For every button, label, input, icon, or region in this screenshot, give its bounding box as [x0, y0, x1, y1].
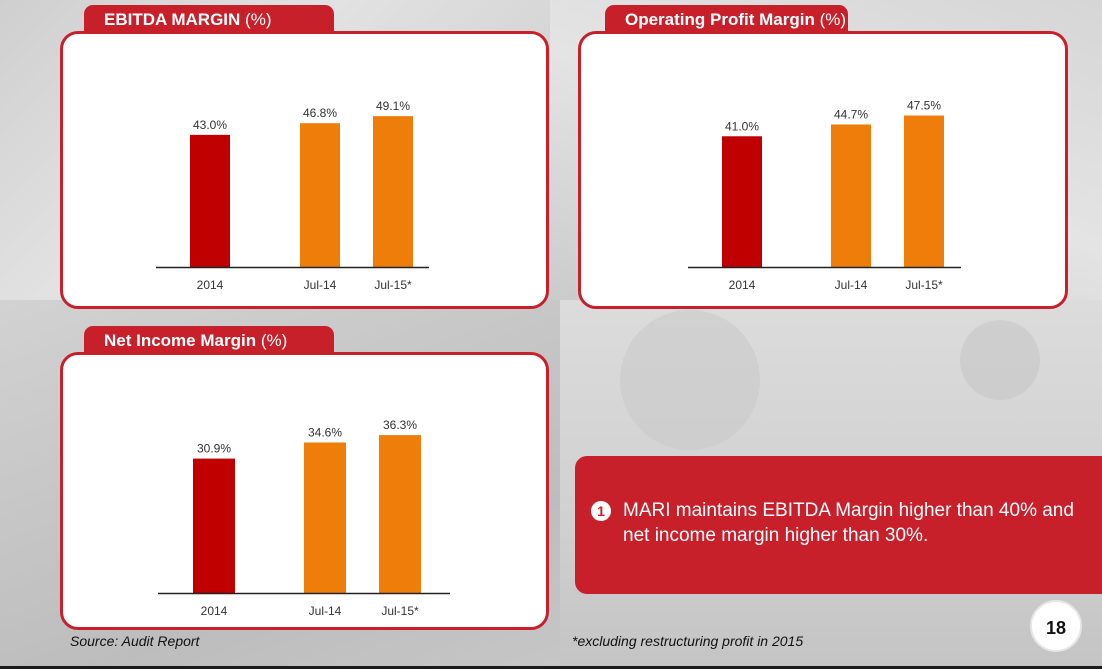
- ebitda-margin-category-label-1: Jul-14: [304, 278, 337, 292]
- net-income-margin-title-tab: Net Income Margin (%): [84, 326, 334, 356]
- ebitda-margin-chart-panel: 43.0% 2014 46.8% Jul-14 49.1% Jul-15*: [60, 31, 549, 309]
- ebitda-margin-value-label-1: 46.8%: [303, 106, 337, 120]
- ebitda-margin-bar-2: [373, 116, 413, 267]
- net-income-margin-title: Net Income Margin: [104, 331, 257, 350]
- operating-profit-margin-value-label-1: 44.7%: [834, 107, 868, 121]
- net-income-margin-unit: (%): [260, 331, 288, 350]
- operating-profit-margin-category-label-1: Jul-14: [835, 278, 868, 292]
- key-insight-callout: 1 MARI maintains EBITDA Margin higher th…: [575, 456, 1102, 594]
- ebitda-margin-category-label-2: Jul-15*: [374, 278, 412, 292]
- operating-profit-margin-value-label-2: 47.5%: [907, 99, 941, 113]
- operating-profit-margin-title-tab: Operating Profit Margin (%): [605, 5, 848, 35]
- page-number-badge: 18: [1030, 600, 1082, 652]
- ebitda-margin-title-tab: EBITDA MARGIN (%): [84, 5, 334, 35]
- ebitda-margin-bar-0: [190, 134, 230, 267]
- net-income-margin-bar-2: [379, 435, 421, 593]
- operating-profit-margin-bar-0: [722, 136, 762, 267]
- operating-profit-margin-category-label-0: 2014: [729, 278, 756, 292]
- operating-profit-margin-value-label-0: 41.0%: [725, 119, 759, 133]
- callout-number-badge: 1: [591, 501, 611, 521]
- operating-profit-margin-bar-1: [831, 124, 871, 267]
- operating-profit-margin-chart-panel: 41.0% 2014 44.7% Jul-14 47.5% Jul-15*: [578, 31, 1068, 309]
- net-income-margin-value-label-1: 34.6%: [308, 425, 342, 439]
- net-income-margin-chart-panel: 30.9% 2014 34.6% Jul-14 36.3% Jul-15*: [60, 352, 549, 630]
- net-income-margin-value-label-2: 36.3%: [383, 418, 417, 432]
- ebitda-margin-value-label-0: 43.0%: [193, 118, 227, 132]
- ebitda-margin-chart: 43.0% 2014 46.8% Jul-14 49.1% Jul-15*: [156, 99, 429, 292]
- ebitda-margin-category-label-0: 2014: [197, 278, 224, 292]
- net-income-margin-bar-1: [304, 442, 346, 593]
- ebitda-margin-title: EBITDA MARGIN: [104, 10, 241, 29]
- net-income-margin-category-label-0: 2014: [201, 604, 228, 618]
- net-income-margin-category-label-1: Jul-14: [309, 604, 342, 618]
- net-income-margin-value-label-0: 30.9%: [197, 442, 231, 456]
- net-income-margin-chart: 30.9% 2014 34.6% Jul-14 36.3% Jul-15*: [158, 418, 450, 618]
- ebitda-margin-unit: (%): [245, 10, 272, 29]
- ebitda-margin-bar-1: [300, 123, 340, 267]
- operating-profit-margin-chart: 41.0% 2014 44.7% Jul-14 47.5% Jul-15*: [688, 99, 961, 292]
- operating-profit-margin-unit: (%): [819, 10, 847, 29]
- ebitda-margin-value-label-2: 49.1%: [376, 99, 410, 113]
- footnote: *excluding restructuring profit in 2015: [572, 633, 804, 649]
- operating-profit-margin-category-label-2: Jul-15*: [905, 278, 943, 292]
- operating-profit-margin-title: Operating Profit Margin: [625, 10, 815, 29]
- callout-text: MARI maintains EBITDA Margin higher than…: [623, 500, 1074, 546]
- source-note: Source: Audit Report: [70, 633, 200, 649]
- operating-profit-margin-bar-2: [904, 115, 944, 267]
- net-income-margin-bar-0: [193, 458, 235, 593]
- bottom-divider: [0, 666, 1102, 669]
- net-income-margin-category-label-2: Jul-15*: [381, 604, 419, 618]
